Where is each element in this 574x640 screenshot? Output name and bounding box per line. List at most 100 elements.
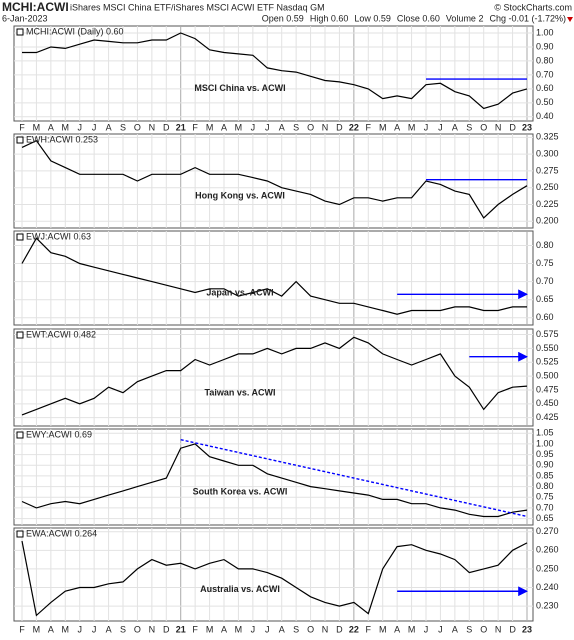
stat: Close 0.60: [397, 13, 440, 23]
x-tick-label: 23: [522, 624, 532, 634]
x-tick-label: M: [62, 624, 70, 634]
x-tick-label: 23: [522, 122, 532, 132]
x-tick-label: N: [149, 624, 156, 634]
x-tick-label: J: [251, 624, 256, 634]
x-tick-label: M: [33, 624, 41, 634]
x-tick-label: D: [336, 624, 343, 634]
y-tick-label: 0.500: [536, 370, 559, 380]
x-tick-label: F: [19, 122, 25, 132]
y-tick-label: 0.40: [536, 111, 554, 121]
x-tick-label: D: [163, 624, 170, 634]
y-tick-label: 0.450: [536, 398, 559, 408]
price-line: [21, 139, 528, 219]
y-tick-label: 0.250: [536, 182, 559, 192]
x-tick-label: F: [19, 624, 25, 634]
y-tick-label: 1.05: [536, 428, 554, 438]
x-tick-label: F: [192, 624, 198, 634]
x-tick-label: S: [466, 624, 472, 634]
y-tick-label: 0.70: [536, 69, 554, 79]
y-tick-label: 0.550: [536, 343, 559, 353]
panel-frame: [13, 328, 534, 427]
y-tick-label: 0.75: [536, 258, 554, 268]
x-tick-label: A: [452, 122, 458, 132]
x-tick-label: O: [480, 624, 487, 634]
legend-swatch: [16, 233, 24, 241]
annotation: MSCI China vs. ACWI: [194, 83, 285, 93]
x-tick-label: J: [438, 122, 443, 132]
x-tick-label: M: [235, 624, 243, 634]
panel-frame: [13, 527, 534, 622]
x-tick-label: N: [149, 122, 156, 132]
price-line: [21, 540, 528, 617]
x-tick-label: M: [206, 624, 214, 634]
x-tick-label: 22: [349, 122, 359, 132]
y-tick-label: 0.575: [536, 329, 559, 339]
y-tick-label: 1.00: [536, 438, 554, 448]
y-tick-label: 0.425: [536, 412, 559, 422]
x-tick-label: N: [495, 122, 502, 132]
y-tick-label: 0.60: [536, 83, 554, 93]
x-tick-label: J: [424, 122, 429, 132]
annotation: Hong Kong vs. ACWI: [195, 190, 285, 200]
x-tick-label: J: [265, 624, 270, 634]
x-tick-label: 22: [349, 624, 359, 634]
y-tick-label: 0.65: [536, 294, 554, 304]
x-tick-label: S: [293, 624, 299, 634]
y-tick-label: 0.60: [536, 312, 554, 322]
panel-frame: [13, 25, 534, 122]
x-tick-label: O: [134, 122, 141, 132]
stat: Volume 2: [446, 13, 484, 23]
legend: EWA:ACWI 0.264: [26, 528, 97, 538]
x-tick-label: M: [408, 122, 416, 132]
y-tick-label: 0.525: [536, 357, 559, 367]
legend: EWT:ACWI 0.482: [26, 329, 96, 339]
y-tick-label: 0.90: [536, 460, 554, 470]
date: 6-Jan-2023: [2, 13, 48, 23]
x-tick-label: F: [192, 122, 198, 132]
symbol: MCHI:ACWI: [2, 0, 69, 14]
legend-swatch: [16, 530, 24, 538]
x-tick-label: J: [438, 624, 443, 634]
x-tick-label: A: [452, 624, 458, 634]
panel-frame: [13, 133, 534, 229]
annotation-line: [180, 438, 528, 518]
stat: High 0.60: [310, 13, 349, 23]
x-tick-label: O: [480, 122, 487, 132]
legend: EWJ:ACWI 0.63: [26, 231, 91, 241]
x-tick-label: N: [495, 624, 502, 634]
y-tick-label: 0.70: [536, 276, 554, 286]
y-tick-label: 0.300: [536, 149, 559, 159]
stat: Low 0.59: [354, 13, 391, 23]
legend: EWY:ACWI 0.69: [26, 429, 92, 439]
x-tick-label: J: [77, 122, 82, 132]
x-tick-label: O: [307, 624, 314, 634]
x-tick-label: A: [221, 122, 227, 132]
y-tick-label: 0.275: [536, 165, 559, 175]
x-tick-label: J: [424, 624, 429, 634]
x-tick-label: S: [466, 122, 472, 132]
x-tick-label: N: [322, 624, 329, 634]
x-tick-label: A: [106, 122, 112, 132]
x-tick-label: S: [293, 122, 299, 132]
annotation: South Korea vs. ACWI: [193, 487, 288, 497]
y-tick-label: 0.95: [536, 449, 554, 459]
x-tick-label: M: [235, 122, 243, 132]
x-tick-label: M: [206, 122, 214, 132]
x-tick-label: J: [251, 122, 256, 132]
annotation: Australia vs. ACWI: [200, 584, 280, 594]
down-arrow: [567, 17, 573, 22]
x-tick-label: A: [221, 624, 227, 634]
x-tick-label: M: [33, 122, 41, 132]
y-tick-label: 0.80: [536, 240, 554, 250]
panel-frame: [13, 428, 534, 526]
x-tick-label: S: [120, 122, 126, 132]
y-tick-label: 0.325: [536, 132, 559, 142]
x-tick-label: A: [48, 624, 54, 634]
x-tick-label: F: [366, 624, 372, 634]
panel-frame: [13, 230, 534, 326]
y-tick-label: 0.240: [536, 582, 559, 592]
annotation: Taiwan vs. ACWI: [204, 387, 275, 397]
y-tick-label: 0.225: [536, 199, 559, 209]
legend: MCHI:ACWI (Daily) 0.60: [26, 26, 124, 36]
